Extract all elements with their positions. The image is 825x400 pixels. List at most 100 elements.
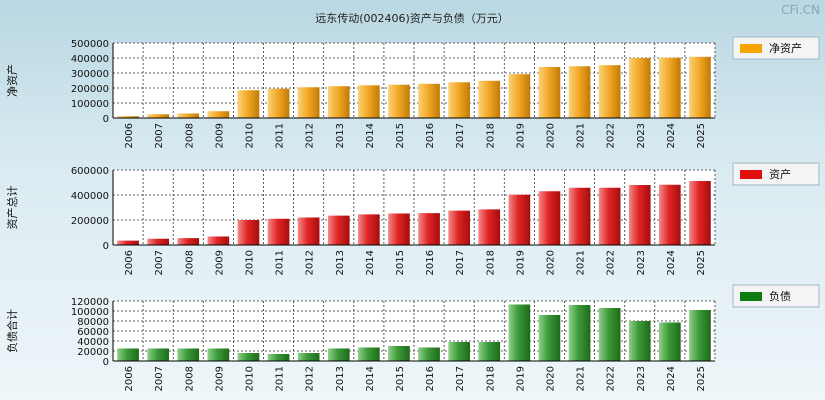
- bar-2022: [598, 308, 621, 361]
- legend-swatch: [740, 170, 762, 179]
- x-tick-label: 2020: [545, 123, 556, 148]
- y-tick-label: 400000: [71, 191, 109, 202]
- x-tick-label: 2006: [124, 123, 135, 148]
- x-tick-label: 2013: [335, 123, 346, 148]
- bar-2019: [508, 74, 531, 118]
- x-tick-label: 2015: [395, 250, 406, 275]
- y-tick-label: 120000: [71, 297, 109, 308]
- y-tick-label: 300000: [71, 69, 109, 80]
- legend-swatch: [740, 44, 762, 53]
- bar-2014: [358, 214, 380, 245]
- y-axis-label: 资产总计: [5, 186, 19, 230]
- bar-2014: [358, 85, 380, 118]
- bar-2016: [418, 347, 440, 361]
- x-tick-label: 2014: [365, 250, 376, 275]
- x-tick-label: 2020: [545, 366, 556, 391]
- x-tick-label: 2019: [515, 250, 526, 275]
- bar-2025: [689, 310, 711, 361]
- bar-2015: [388, 346, 410, 361]
- x-tick-label: 2021: [576, 366, 587, 391]
- bar-2008: [177, 348, 200, 361]
- x-tick-label: 2012: [305, 250, 316, 275]
- y-axis-label: 负债合计: [5, 309, 19, 353]
- y-tick-label: 60000: [77, 327, 109, 338]
- watermark: CFi.CN: [781, 3, 820, 17]
- bar-2009: [207, 348, 230, 361]
- x-tick-label: 2014: [365, 123, 376, 148]
- y-tick-label: 100000: [71, 99, 109, 110]
- x-tick-label: 2009: [214, 250, 225, 275]
- x-tick-label: 2006: [124, 366, 135, 391]
- bar-2010: [237, 90, 260, 118]
- bar-2009: [207, 236, 230, 245]
- x-tick-label: 2023: [636, 123, 647, 148]
- bar-2020: [538, 315, 561, 361]
- bar-2024: [659, 322, 681, 361]
- x-tick-label: 2007: [154, 366, 165, 391]
- x-tick-label: 2007: [154, 250, 165, 275]
- bar-2006: [117, 240, 139, 245]
- legend-box: [732, 36, 820, 60]
- bar-2010: [237, 353, 260, 361]
- bar-2008: [177, 113, 200, 118]
- bar-2011: [267, 88, 290, 118]
- y-tick-label: 0: [103, 241, 109, 252]
- x-tick-label: 2021: [576, 250, 587, 275]
- legend-box: [732, 162, 820, 186]
- x-tick-label: 2018: [485, 250, 496, 275]
- x-tick-label: 2018: [485, 366, 496, 391]
- bar-2007: [147, 238, 169, 245]
- bar-2006: [117, 116, 139, 118]
- x-tick-label: 2016: [425, 250, 436, 275]
- chart-panel-2: 600000 400000 200000 0 2006 2007 2008 2009 2010 2…: [5, 162, 820, 275]
- x-tick-label: 2022: [606, 250, 617, 275]
- bar-2020: [538, 67, 561, 118]
- bar-2023: [628, 321, 651, 361]
- chart-title: 远东传动(002406)资产与负债（万元）: [315, 11, 509, 25]
- x-tick-label: 2008: [184, 366, 195, 391]
- bar-2015: [388, 213, 410, 245]
- x-tick-label: 2025: [696, 250, 707, 275]
- x-tick-label: 2024: [666, 123, 677, 148]
- bar-2009: [207, 111, 230, 118]
- y-tick-label: 0: [103, 357, 109, 368]
- bar-2023: [628, 58, 651, 118]
- x-tick-label: 2013: [335, 366, 346, 391]
- x-tick-label: 2009: [214, 123, 225, 148]
- bar-2008: [177, 238, 200, 245]
- bar-2018: [478, 342, 501, 361]
- bar-2012: [297, 353, 320, 361]
- x-tick-label: 2017: [455, 366, 466, 391]
- bar-2013: [327, 86, 350, 118]
- y-tick-label: 20000: [77, 347, 109, 358]
- x-tick-label: 2008: [184, 250, 195, 275]
- x-tick-label: 2023: [636, 366, 647, 391]
- bar-2017: [448, 342, 470, 361]
- y-tick-label: 200000: [71, 216, 109, 227]
- x-tick-label: 2019: [515, 123, 526, 148]
- bar-2021: [568, 66, 591, 118]
- x-tick-label: 2013: [335, 250, 346, 275]
- x-tick-label: 2010: [244, 123, 255, 148]
- bar-2011: [267, 218, 290, 245]
- bar-2007: [147, 348, 169, 361]
- bar-2016: [418, 83, 440, 118]
- bar-2012: [297, 87, 320, 118]
- bar-2011: [267, 354, 290, 361]
- y-tick-label: 500000: [71, 39, 109, 50]
- bar-2012: [297, 217, 320, 245]
- legend-label: 净资产: [769, 41, 802, 55]
- x-tick-label: 2018: [485, 123, 496, 148]
- x-tick-label: 2007: [154, 123, 165, 148]
- bar-2022: [598, 65, 621, 118]
- bar-2017: [448, 210, 470, 245]
- bar-2024: [659, 184, 681, 245]
- bar-2020: [538, 191, 561, 245]
- bar-2019: [508, 194, 531, 245]
- legend-swatch: [740, 292, 762, 301]
- x-tick-label: 2011: [275, 366, 286, 391]
- bar-2019: [508, 304, 531, 361]
- x-tick-label: 2024: [666, 366, 677, 391]
- x-tick-label: 2010: [244, 250, 255, 275]
